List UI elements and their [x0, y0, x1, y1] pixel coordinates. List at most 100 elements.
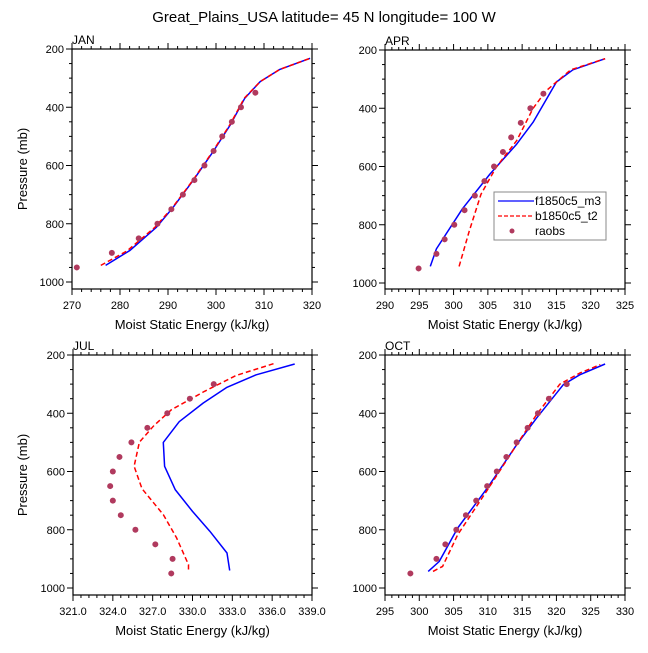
x-tick-label: 295 — [410, 300, 428, 312]
series-group — [73, 57, 311, 271]
raobs-point — [517, 119, 524, 126]
y-tick-label: 800 — [359, 220, 377, 232]
x-tick-label: 310 — [513, 300, 531, 312]
raobs-point — [237, 104, 244, 111]
panel-title-apr: APR — [385, 34, 410, 48]
raobs-point — [116, 453, 123, 460]
x-tick-label: 324.0 — [99, 606, 127, 618]
x-tick-label: 310 — [479, 606, 497, 618]
legend-entry: b1850c5_t2 — [498, 209, 598, 223]
x-tick-label: 325 — [616, 300, 634, 312]
raobs-point — [154, 220, 161, 227]
raobs-point — [73, 264, 80, 271]
raobs-point — [132, 526, 139, 533]
raobs-point — [144, 424, 151, 431]
y-tick-label: 400 — [47, 408, 65, 420]
y-tick-label: 200 — [359, 350, 377, 362]
raobs-point — [169, 555, 176, 562]
raobs-point — [228, 118, 235, 125]
series-group — [107, 362, 295, 577]
raobs-point — [473, 497, 480, 504]
x-tick-label: 300 — [410, 606, 428, 618]
raobs-point — [484, 483, 491, 490]
raobs-point — [453, 526, 460, 533]
panel-apr: APR 290 295 300 305 310 315 320 325 200 400 600 800 1… — [353, 34, 635, 332]
x-tick-label: 339.0 — [298, 606, 326, 618]
y-tick-label: 600 — [47, 467, 65, 479]
raobs-point — [128, 439, 135, 446]
raobs-point — [471, 192, 478, 199]
raobs-point — [563, 381, 570, 388]
y-tick-label: 200 — [359, 45, 377, 57]
raobs-point — [433, 250, 440, 257]
x-tick-label: 310 — [255, 300, 273, 312]
raobs-point — [107, 483, 114, 490]
y-tick-label: 200 — [47, 350, 65, 362]
y-tick-label: 1000 — [41, 583, 65, 595]
y-tick-label: 800 — [47, 525, 65, 537]
raobs-point — [415, 265, 422, 272]
plot-frame — [72, 354, 313, 596]
series-group — [407, 363, 606, 577]
raobs-point — [152, 541, 159, 548]
x-axis-label: Moist Static Energy (kJ/kg) — [428, 623, 583, 638]
y-tick-label: 1000 — [40, 277, 64, 289]
x-tick-label: 336.0 — [258, 606, 286, 618]
panel-oct: OCT 295 300 305 310 315 320 325 330 200 400 600 800 1… — [353, 339, 635, 638]
x-axis-label: Moist Static Energy (kJ/kg) — [428, 317, 583, 332]
figure-title: Great_Plains_USA latitude= 45 N longitud… — [152, 9, 496, 26]
x-tick-label: 270 — [63, 300, 81, 312]
x-tick-label: 320 — [547, 606, 565, 618]
raobs-point — [461, 207, 468, 214]
raobs-point — [433, 555, 440, 562]
raobs-point — [442, 541, 449, 548]
y-tick-label: 200 — [46, 44, 64, 56]
raobs-point — [503, 453, 510, 460]
x-tick-label: 300 — [207, 300, 225, 312]
raobs-point — [524, 424, 531, 431]
y-tick-label: 400 — [359, 408, 377, 420]
raobs-point — [491, 163, 498, 170]
y-tick-label: 600 — [359, 162, 377, 174]
raobs-point — [109, 497, 116, 504]
x-tick-label: 327.0 — [139, 606, 167, 618]
x-axis-label: Moist Static Energy (kJ/kg) — [115, 623, 270, 638]
raobs-point — [540, 90, 547, 97]
raobs-point — [179, 191, 186, 198]
y-tick-label: 800 — [359, 525, 377, 537]
raobs-point — [168, 206, 175, 213]
x-tick-label: 330 — [616, 606, 634, 618]
x-tick-label: 295 — [376, 606, 394, 618]
panel-title-oct: OCT — [385, 339, 411, 353]
raobs-point — [499, 148, 506, 155]
plot-frame — [71, 48, 313, 290]
series-line-f1850c5-m3 — [105, 57, 311, 267]
raobs-point — [441, 236, 448, 243]
raobs-point — [210, 381, 217, 388]
raobs-point — [109, 468, 116, 475]
series-line-f1850c5-m3 — [427, 363, 606, 572]
y-tick-label: 800 — [46, 219, 64, 231]
raobs-point — [108, 249, 115, 256]
raobs-point — [168, 570, 175, 577]
panel-title-jan: JAN — [72, 33, 95, 47]
y-tick-label: 600 — [359, 467, 377, 479]
x-tick-label: 325 — [582, 606, 600, 618]
raobs-point — [493, 468, 500, 475]
x-tick-label: 315 — [547, 300, 565, 312]
raobs-point — [534, 410, 541, 417]
x-tick-label: 320 — [303, 300, 321, 312]
y-tick-label: 400 — [359, 103, 377, 115]
legend-marker — [509, 228, 515, 234]
raobs-point — [186, 395, 193, 402]
y-axis-label: Pressure (mb) — [15, 434, 30, 516]
y-tick-label: 600 — [46, 161, 64, 173]
raobs-point — [545, 395, 552, 402]
series-line-b1850c5-t2 — [432, 363, 601, 573]
legend-entry: raobs — [509, 224, 565, 238]
series-line-b1850c5-t2 — [133, 362, 274, 572]
x-tick-label: 305 — [479, 300, 497, 312]
x-tick-label: 333.0 — [219, 606, 247, 618]
